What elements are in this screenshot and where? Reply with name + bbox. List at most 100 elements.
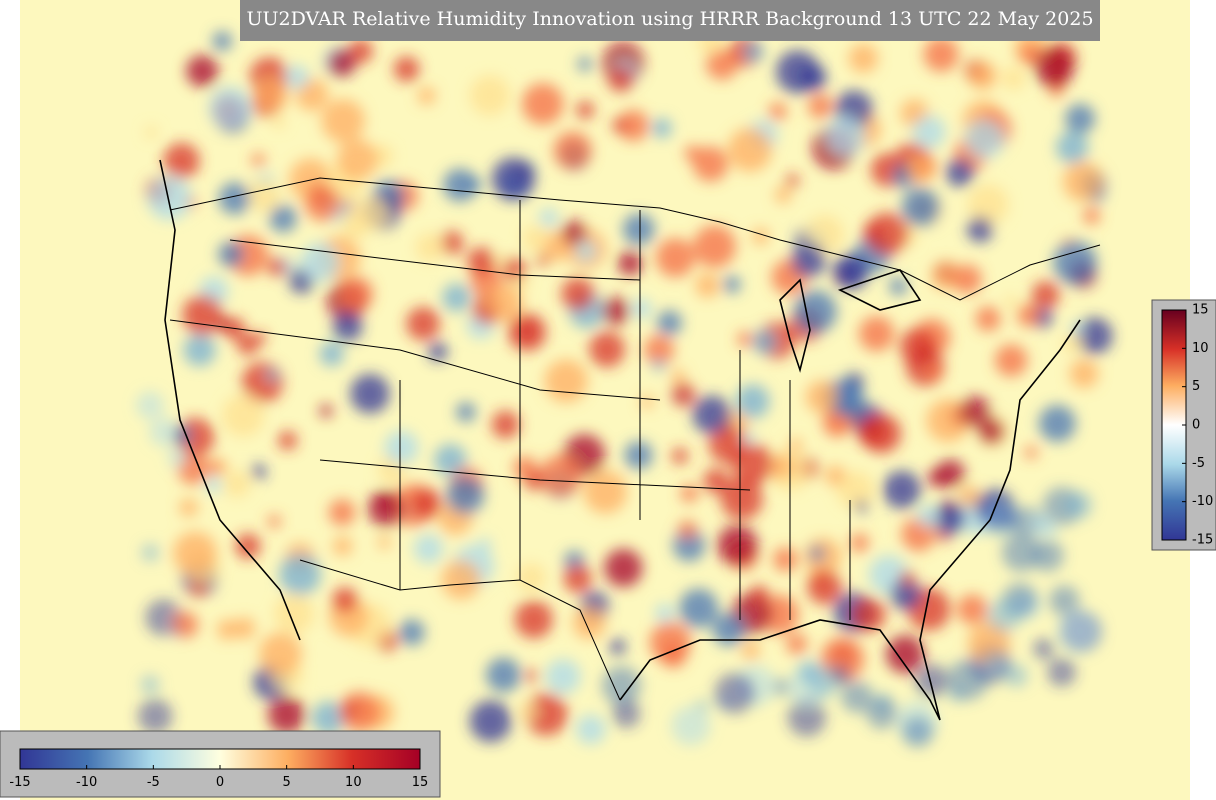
field-blob <box>655 603 675 623</box>
field-blob <box>671 447 689 465</box>
field-blob <box>311 701 346 735</box>
field-blob <box>189 579 208 598</box>
field-blob <box>348 38 373 64</box>
field-blob <box>539 454 582 498</box>
field-blob <box>575 240 597 262</box>
field-blob <box>182 294 224 336</box>
field-blob <box>656 310 682 336</box>
field-blob <box>235 533 261 559</box>
field-blob <box>319 341 345 367</box>
field-blob <box>561 220 587 246</box>
field-blob <box>1062 334 1082 354</box>
field-blob <box>679 588 719 628</box>
field-blob <box>773 547 798 572</box>
field-blob <box>772 678 790 696</box>
field-blob <box>612 699 641 728</box>
field-blob <box>978 418 1005 445</box>
field-blob <box>279 553 321 596</box>
field-blob <box>172 611 199 638</box>
field-blob <box>983 500 1019 537</box>
field-blob <box>443 168 477 202</box>
field-blob <box>167 447 188 468</box>
tick-label: 0 <box>1192 418 1200 433</box>
field-blob <box>1001 533 1041 572</box>
field-blob <box>926 363 944 381</box>
field-blob <box>786 633 808 655</box>
field-blob <box>851 597 886 633</box>
field-blob <box>516 563 546 593</box>
border-line <box>299 559 621 701</box>
field-blob <box>712 613 746 646</box>
field-blob <box>775 50 820 94</box>
field-blob <box>251 153 266 167</box>
field-blob <box>640 395 654 409</box>
field-blob <box>212 31 232 51</box>
field-blob <box>866 697 898 730</box>
field-blob <box>671 382 696 407</box>
field-blob <box>885 635 925 674</box>
field-blob <box>267 514 281 529</box>
field-blob <box>808 93 833 119</box>
field-blob <box>173 531 217 576</box>
field-blob <box>1020 44 1040 65</box>
field-blob <box>743 41 764 62</box>
field-blob <box>469 700 512 743</box>
field-blob <box>742 430 755 444</box>
field-blob <box>251 464 267 480</box>
field-blob <box>964 119 1005 159</box>
field-blob <box>536 254 549 267</box>
field-blob <box>717 524 758 566</box>
field-blob <box>393 56 420 82</box>
field-blob <box>469 75 511 116</box>
field-blob <box>253 77 289 112</box>
field-blob <box>439 231 464 255</box>
coastline <box>159 159 301 641</box>
field-blob <box>223 470 251 498</box>
field-blob <box>785 173 800 188</box>
field-blob <box>793 290 837 334</box>
field-blob <box>300 242 340 282</box>
field-blob <box>692 395 731 435</box>
field-blob <box>916 504 939 528</box>
field-blob <box>332 311 363 342</box>
field-blob <box>631 298 652 319</box>
field-blob <box>491 157 535 201</box>
title-box <box>240 0 1100 41</box>
field-blob <box>266 368 279 382</box>
field-blob <box>269 204 297 233</box>
field-blob <box>136 391 164 419</box>
field-blob <box>576 714 606 745</box>
field-blob <box>1017 303 1041 327</box>
field-blob <box>787 698 826 737</box>
field-blob <box>928 468 948 488</box>
field-blob <box>693 225 736 268</box>
field-blob <box>774 186 792 204</box>
field-blob <box>377 535 391 549</box>
field-blob <box>1065 103 1096 134</box>
field-blob <box>588 331 625 368</box>
field-blob <box>768 102 787 121</box>
field-blob <box>147 176 192 220</box>
field-blob <box>467 247 495 276</box>
field-blob <box>899 328 937 365</box>
field-blob <box>805 215 844 254</box>
field-blob <box>952 264 982 294</box>
tick-label: -5 <box>147 775 160 790</box>
field-blob <box>836 471 875 509</box>
field-blob <box>486 657 521 693</box>
field-blob <box>1034 47 1074 87</box>
field-blob <box>727 127 772 172</box>
field-blob <box>947 659 988 700</box>
field-blob <box>332 536 353 556</box>
field-blob <box>617 250 643 276</box>
field-blob <box>622 213 655 246</box>
field-blob <box>983 650 1010 677</box>
field-blob <box>267 696 306 734</box>
field-blob <box>967 216 993 243</box>
field-blob <box>441 560 481 600</box>
field-blob <box>328 499 356 526</box>
field-blob <box>553 131 592 170</box>
field-blob <box>902 716 934 748</box>
field-blob <box>601 297 630 325</box>
